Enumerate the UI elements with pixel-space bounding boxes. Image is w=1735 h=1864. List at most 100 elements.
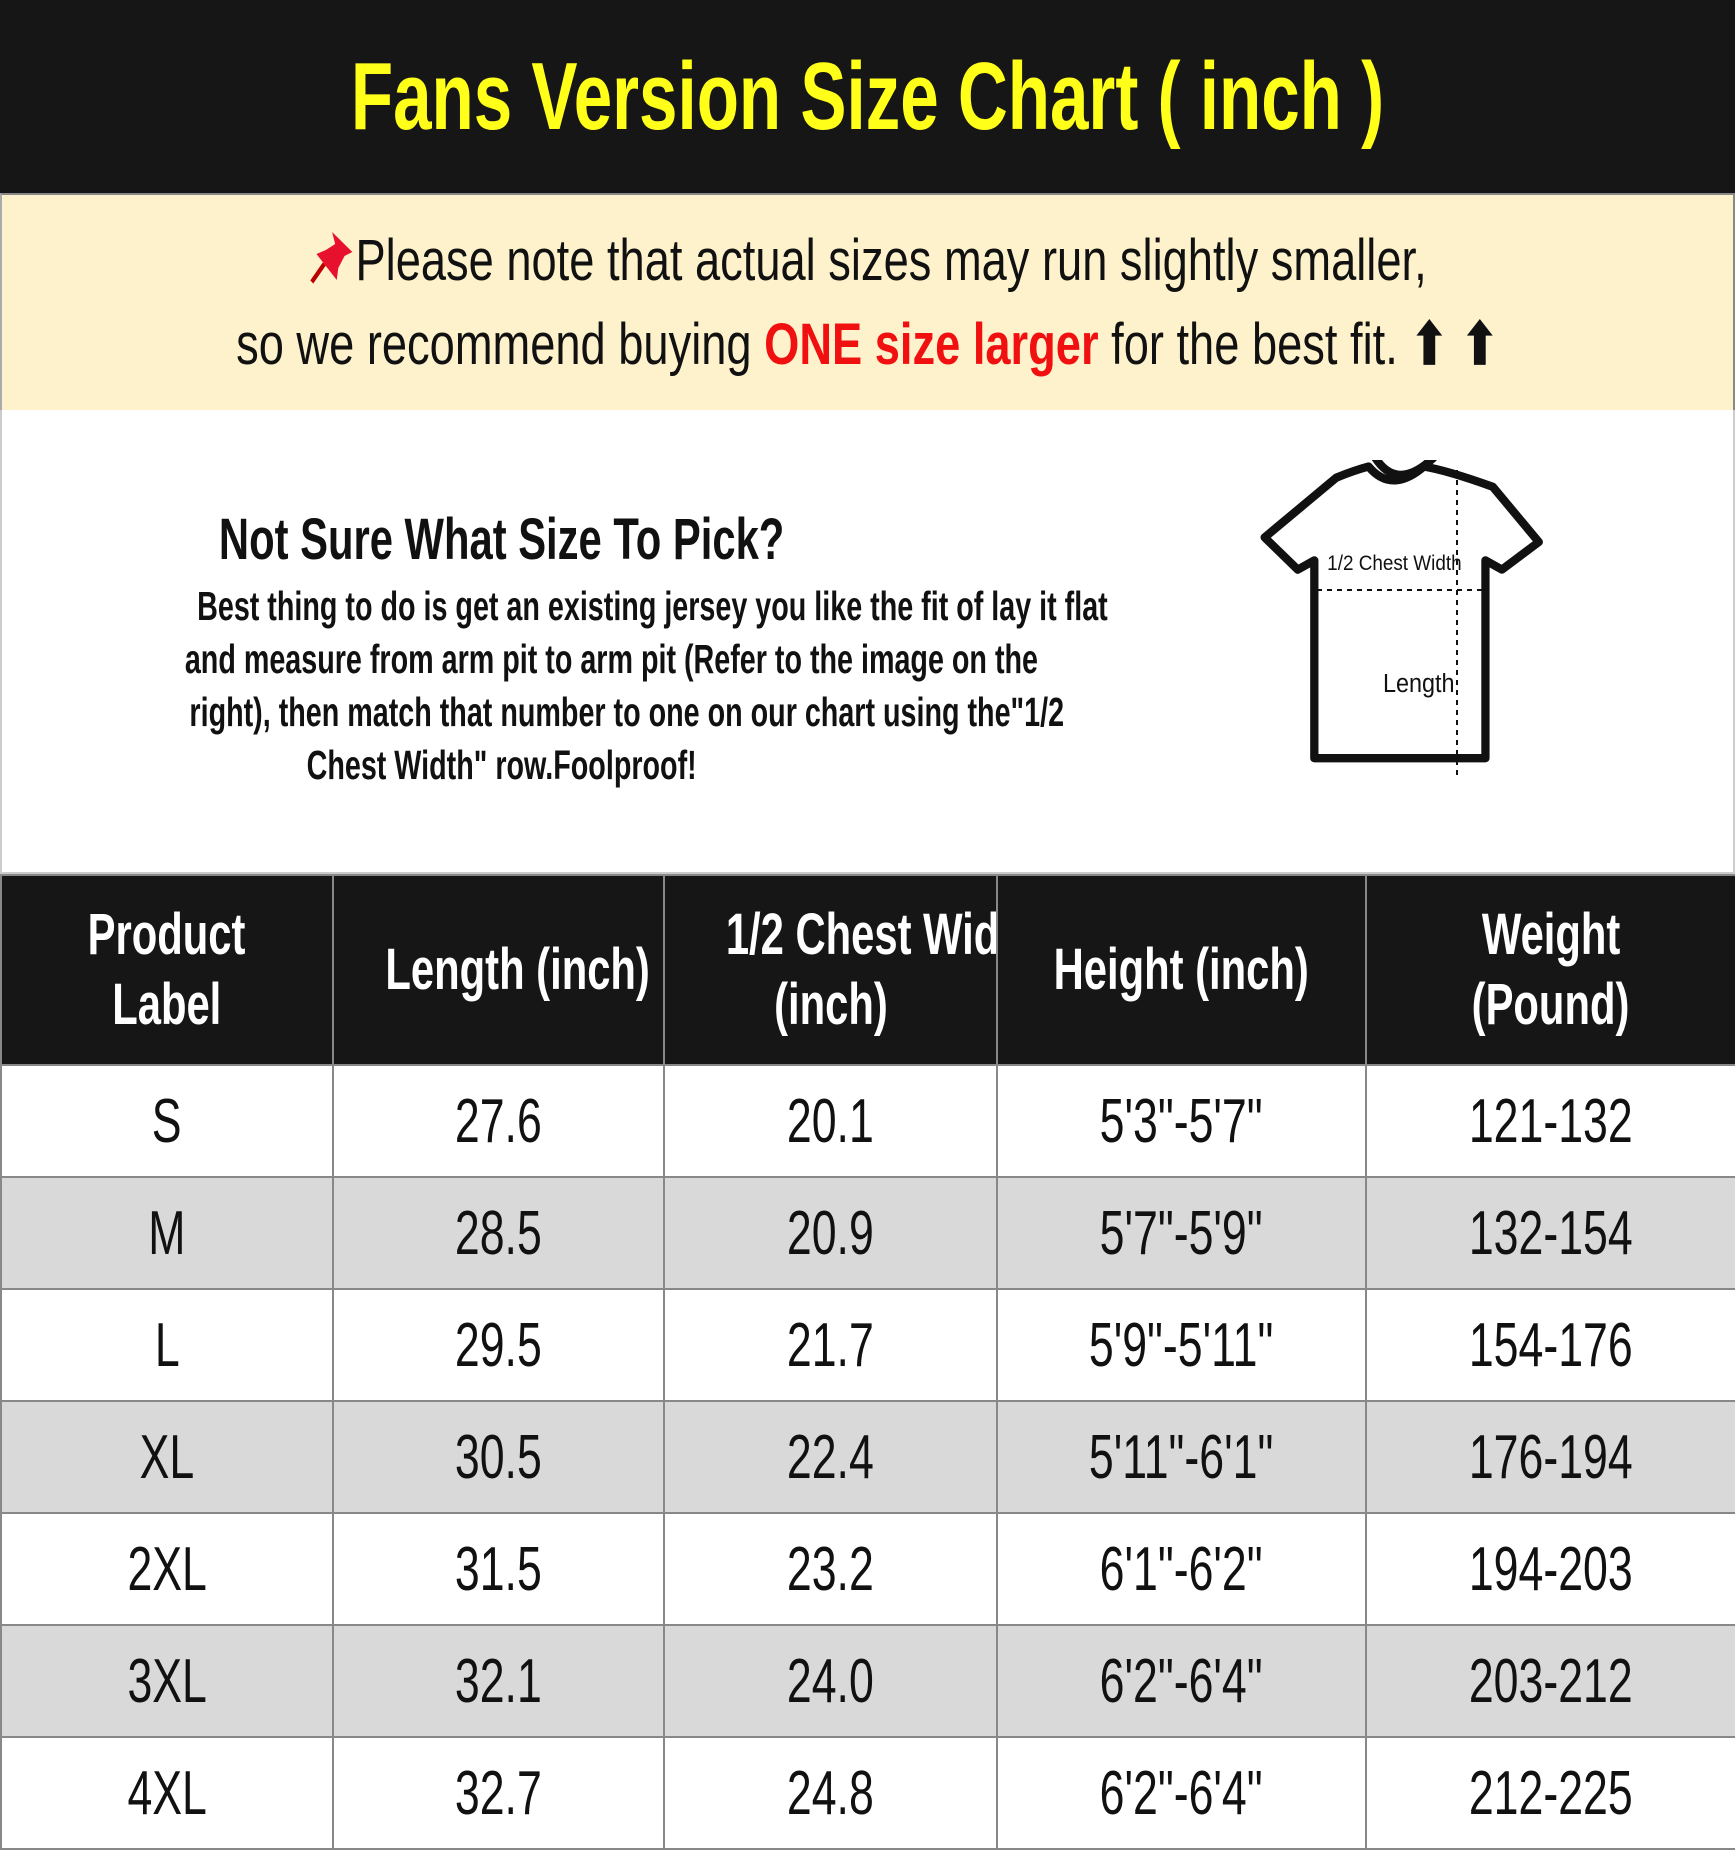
weight-value: 176-194 <box>1469 1422 1633 1492</box>
weight-value-cell: 194-203 <box>1365 1512 1735 1626</box>
height-value-cell: 5'7"-5'9" <box>996 1176 1367 1290</box>
length-value: 27.6 <box>455 1086 542 1156</box>
table-row: 2XL 31.5 23.2 6'1"-6'2" 194-203 <box>0 1512 1735 1626</box>
header-text: Height (inch) <box>1053 937 1310 1002</box>
length-value: 32.1 <box>455 1646 542 1716</box>
note-text-2a: so we recommend buying <box>236 311 765 377</box>
length-value-cell: 29.5 <box>332 1288 665 1402</box>
chest-width-value: 24.0 <box>787 1646 874 1716</box>
table-row: M 28.5 20.9 5'7"-5'9" 132-154 <box>0 1176 1735 1290</box>
height-value-cell: 6'2"-6'4" <box>996 1736 1367 1850</box>
table-row: S 27.6 20.1 5'3"-5'7" 121-132 <box>0 1064 1735 1178</box>
header-text: (Pound) <box>1472 972 1630 1037</box>
header-text: Product <box>88 902 246 967</box>
note-highlight: ONE size larger <box>764 311 1099 377</box>
size-label: S <box>152 1086 182 1156</box>
chest-width-value-cell: 24.8 <box>663 1736 998 1850</box>
size-label: L <box>154 1310 180 1380</box>
title-banner: Fans Version Size Chart ( inch ) <box>0 0 1735 193</box>
size-label: 2XL <box>127 1534 207 1604</box>
guide-title: Not Sure What Size To Pick? <box>219 507 785 572</box>
length-value: 31.5 <box>455 1534 542 1604</box>
length-value-cell: 31.5 <box>332 1512 665 1626</box>
size-label-cell: L <box>0 1288 334 1402</box>
measure-guide: Not Sure What Size To Pick? Best thing t… <box>0 410 1735 874</box>
guide-line: Chest Width" row.Foolproof! <box>306 742 698 788</box>
weight-value-cell: 121-132 <box>1365 1064 1735 1178</box>
size-label-cell: 4XL <box>0 1736 334 1850</box>
size-label: XL <box>139 1422 195 1492</box>
chest-width-value: 24.8 <box>787 1758 874 1828</box>
height-value: 5'3"-5'7" <box>1100 1086 1263 1156</box>
header-text: Weight <box>1481 902 1621 967</box>
size-label-cell: S <box>0 1064 334 1178</box>
weight-value: 154-176 <box>1469 1310 1633 1380</box>
height-value-cell: 6'2"-6'4" <box>996 1624 1367 1738</box>
header-height: Height (inch) <box>996 874 1367 1066</box>
chest-width-value: 23.2 <box>787 1534 874 1604</box>
chest-width-value-cell: 24.0 <box>663 1624 998 1738</box>
size-label: M <box>148 1198 186 1268</box>
note-line-1: Please note that actual sizes may run sl… <box>151 219 1584 303</box>
height-value: 6'2"-6'4" <box>1100 1646 1263 1716</box>
header-text: Label <box>112 972 222 1037</box>
table-row: 3XL 32.1 24.0 6'2"-6'4" 203-212 <box>0 1624 1735 1738</box>
length-value: 32.7 <box>455 1758 542 1828</box>
guide-text: Not Sure What Size To Pick? Best thing t… <box>2 500 1108 792</box>
header-chest-width: 1/2 Chest Width(inch) <box>663 874 998 1066</box>
size-label-cell: 3XL <box>0 1624 334 1738</box>
up-arrows-icon: ⬆ ⬆ <box>1410 311 1499 377</box>
note-line-2: so we recommend buying ONE size larger f… <box>58 303 1677 387</box>
table-row: 4XL 32.7 24.8 6'2"-6'4" 212-225 <box>0 1736 1735 1850</box>
height-value: 6'1"-6'2" <box>1100 1534 1263 1604</box>
note-text-2b: for the best fit. <box>1098 311 1398 377</box>
chest-width-value-cell: 22.4 <box>663 1400 998 1514</box>
page-title: Fans Version Size Chart ( inch ) <box>350 42 1385 150</box>
sizing-note: Please note that actual sizes may run sl… <box>0 193 1735 412</box>
height-value: 6'2"-6'4" <box>1100 1758 1263 1828</box>
height-value-cell: 5'9"-5'11" <box>996 1288 1367 1402</box>
pushpin-icon <box>310 231 353 284</box>
height-value: 5'9"-5'11" <box>1089 1310 1274 1380</box>
height-value: 5'7"-5'9" <box>1100 1198 1263 1268</box>
length-value-cell: 30.5 <box>332 1400 665 1514</box>
note-text-1: Please note that actual sizes may run sl… <box>355 227 1427 293</box>
chest-width-value-cell: 20.1 <box>663 1064 998 1178</box>
length-value-cell: 32.1 <box>332 1624 665 1738</box>
weight-value-cell: 154-176 <box>1365 1288 1735 1402</box>
table-row: L 29.5 21.7 5'9"-5'11" 154-176 <box>0 1288 1735 1402</box>
weight-value: 121-132 <box>1469 1086 1633 1156</box>
tshirt-diagram-icon: 1/2 Chest Width Length <box>1260 460 1543 775</box>
height-value-cell: 6'1"-6'2" <box>996 1512 1367 1626</box>
chest-width-value-cell: 21.7 <box>663 1288 998 1402</box>
guide-line: Best thing to do is get an existing jers… <box>197 583 1108 629</box>
header-product-label: Product Label <box>0 874 334 1066</box>
size-label-cell: 2XL <box>0 1512 334 1626</box>
height-value-cell: 5'11"-6'1" <box>996 1400 1367 1514</box>
weight-value: 132-154 <box>1469 1198 1633 1268</box>
header-length: Length (inch) <box>332 874 665 1066</box>
header-text: (inch) <box>773 972 888 1037</box>
chest-width-value: 20.1 <box>787 1086 874 1156</box>
length-value: 30.5 <box>455 1422 542 1492</box>
header-text: Length (inch) <box>385 937 650 1002</box>
height-value-cell: 5'3"-5'7" <box>996 1064 1367 1178</box>
header-weight: Weight (Pound) <box>1365 874 1735 1066</box>
size-label: 3XL <box>127 1646 207 1716</box>
guide-line: and measure from arm pit to arm pit (Ref… <box>184 636 1038 682</box>
chest-width-value-cell: 20.9 <box>663 1176 998 1290</box>
weight-value-cell: 203-212 <box>1365 1624 1735 1738</box>
length-label: Length <box>1383 670 1455 698</box>
chest-width-value: 21.7 <box>787 1310 874 1380</box>
weight-value-cell: 132-154 <box>1365 1176 1735 1290</box>
length-value-cell: 28.5 <box>332 1176 665 1290</box>
guide-line: right), then match that number to one on… <box>189 689 1065 735</box>
chest-width-label: 1/2 Chest Width <box>1327 552 1461 575</box>
chest-width-value: 22.4 <box>787 1422 874 1492</box>
header-text: 1/2 Chest Width <box>725 902 997 967</box>
length-value: 28.5 <box>455 1198 542 1268</box>
weight-value-cell: 176-194 <box>1365 1400 1735 1514</box>
length-value: 29.5 <box>455 1310 542 1380</box>
size-label: 4XL <box>127 1758 207 1828</box>
